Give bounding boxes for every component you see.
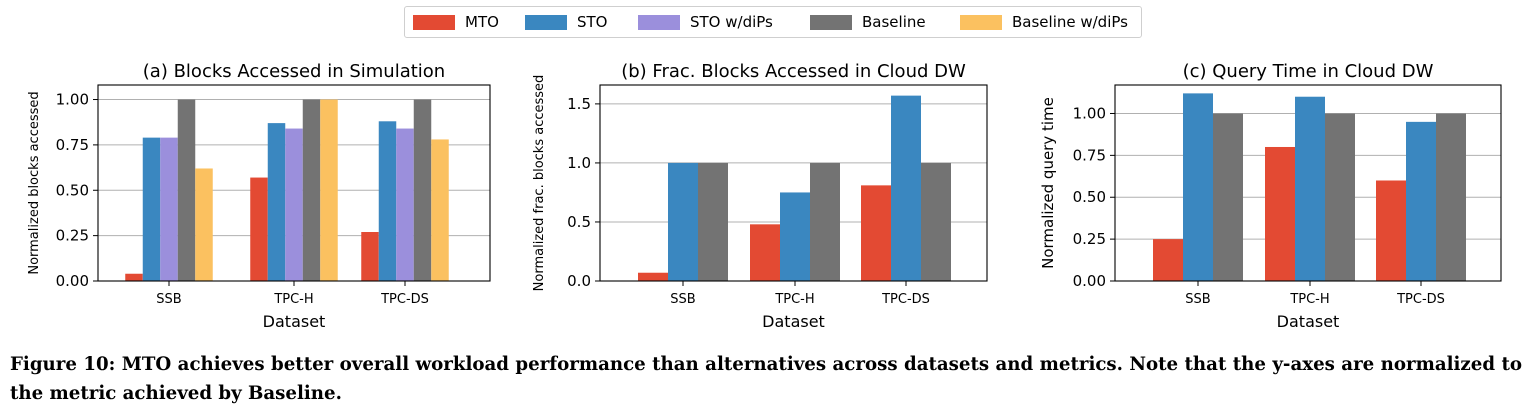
chart-query-time-cloud-dw: 0.00 0.25 0.50 0.75 1.00 SSB TPC-H TPC-DS (c) Qu… (1039, 61, 1502, 331)
legend-label-sto: STO (577, 13, 608, 31)
bar (267, 123, 286, 281)
bar (1295, 96, 1325, 281)
x-tick-label: TPC-DS (1396, 292, 1445, 307)
y-axis-label: Normalized frac. blocks accessed (532, 75, 547, 292)
chart-legend: MTO STO STO w/diPs Baseline Baseline w/d… (404, 6, 1142, 38)
x-tick-label: TPC-H (273, 292, 313, 307)
y-tick-label: 0.00 (1073, 272, 1106, 290)
bar (1325, 113, 1355, 281)
x-tick-label: TPC-DS (380, 292, 429, 307)
y-tick-label: 0.50 (56, 181, 89, 199)
legend-swatch-sto-diPs (638, 14, 680, 30)
legend-swatch-baseline (810, 14, 852, 30)
y-tick-label: 0.0 (567, 272, 591, 290)
figure-caption: Figure 10: MTO achieves better overall w… (10, 354, 1522, 404)
legend-item-sto-diPs: STO w/diPs (638, 7, 810, 37)
y-tick-label: 0.50 (1073, 188, 1106, 206)
x-tick-label: SSB (156, 292, 181, 307)
y-tick-label: 0.5 (567, 213, 591, 231)
bar (1153, 239, 1183, 281)
legend-swatch-baseline-diPs (960, 14, 1002, 30)
bar (142, 137, 161, 281)
legend-label-mto: MTO (465, 13, 499, 31)
y-tick-label: 0.00 (56, 272, 89, 290)
bar (160, 137, 178, 281)
bar (780, 192, 810, 281)
bar (431, 139, 449, 281)
x-tick-label: TPC-DS (881, 292, 930, 307)
bar (361, 232, 379, 281)
bar (302, 99, 321, 281)
plot-frame (1114, 84, 1502, 282)
bar (285, 128, 303, 281)
legend-item-mto: MTO (413, 7, 525, 37)
y-axis-label: Normalized query time (1039, 97, 1057, 269)
y-tick-label: 0.75 (56, 136, 89, 154)
bar (396, 128, 414, 281)
x-tick-label: TPC-H (774, 292, 814, 307)
bar (1183, 93, 1213, 281)
bar (1376, 180, 1406, 281)
legend-swatch-mto (413, 14, 455, 30)
x-tick-label: TPC-H (1289, 292, 1329, 307)
legend-label-baseline-diPs: Baseline w/diPs (1012, 13, 1128, 31)
chart-title: (b) Frac. Blocks Accessed in Cloud DW (621, 61, 966, 82)
chart-blocks-accessed-simulation: 0.00 0.25 0.50 0.75 1.00 SSB TPC-H TPC-DS (a) Bl… (27, 61, 491, 331)
x-tick-label: SSB (670, 292, 695, 307)
plot-frame (599, 84, 988, 282)
x-axis-label: Dataset (1277, 312, 1340, 331)
x-axis-label: Dataset (263, 312, 326, 331)
x-tick-label: SSB (1185, 292, 1210, 307)
y-tick-label: 1.00 (1073, 104, 1106, 122)
bar (1436, 113, 1466, 281)
bar (250, 177, 268, 281)
bar (378, 121, 397, 281)
legend-item-baseline-diPs: Baseline w/diPs (960, 7, 1140, 37)
bar (1406, 121, 1436, 281)
bar (1265, 146, 1295, 281)
y-tick-label: 1.5 (567, 95, 591, 113)
y-tick-label: 0.25 (56, 227, 89, 245)
chart-title: (c) Query Time in Cloud DW (1183, 61, 1434, 82)
y-axis-label: Normalized blocks accessed (27, 91, 42, 274)
x-axis-label: Dataset (762, 312, 825, 331)
y-tick-label: 0.25 (1073, 230, 1106, 248)
bar (810, 162, 840, 281)
chart-frac-blocks-cloud-dw: 0.0 0.5 1.0 1.5 SSB TPC-H TPC-DS (b) Frac. Bloc… (532, 61, 988, 331)
legend-swatch-sto (525, 14, 567, 30)
legend-label-sto-diPs: STO w/diPs (690, 13, 773, 31)
bar (638, 272, 668, 281)
bar (861, 185, 891, 281)
bar (698, 162, 728, 281)
bar (413, 99, 432, 281)
legend-item-baseline: Baseline (810, 7, 960, 37)
chart-title: (a) Blocks Accessed in Simulation (143, 61, 445, 82)
legend-label-baseline: Baseline (862, 13, 926, 31)
bar (320, 99, 338, 281)
bar (1213, 113, 1243, 281)
y-tick-label: 1.00 (56, 91, 89, 109)
bar (668, 162, 698, 281)
bar (177, 99, 196, 281)
bar (195, 168, 213, 281)
bar (921, 162, 951, 281)
bar (125, 273, 143, 281)
bar (891, 95, 921, 282)
bar (750, 224, 780, 281)
y-tick-label: 0.75 (1073, 146, 1106, 164)
legend-item-sto: STO (525, 7, 638, 37)
y-tick-label: 1.0 (567, 154, 591, 172)
